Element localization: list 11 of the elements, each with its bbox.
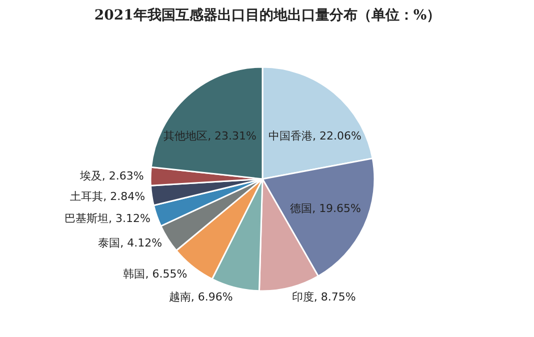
slice-label: 其他地区, 23.31% bbox=[164, 130, 256, 143]
chart-title: 2021年我国互感器出口目的地出口量分布（单位：%） bbox=[94, 8, 441, 24]
slice-label: 韩国, 6.55% bbox=[123, 268, 188, 281]
slice-label: 越南, 6.96% bbox=[168, 290, 233, 304]
slice-label: 巴基斯坦, 3.12% bbox=[64, 212, 150, 225]
slice-label: 德国, 19.65% bbox=[290, 202, 362, 215]
slice-label: 中国香港, 22.06% bbox=[268, 130, 362, 143]
slice-label: 泰国, 4.12% bbox=[98, 236, 162, 250]
slice-label: 土耳其, 2.84% bbox=[70, 190, 146, 204]
slice-label: 埃及, 2.63% bbox=[78, 170, 144, 183]
slice-label: 印度, 8.75% bbox=[292, 290, 356, 304]
